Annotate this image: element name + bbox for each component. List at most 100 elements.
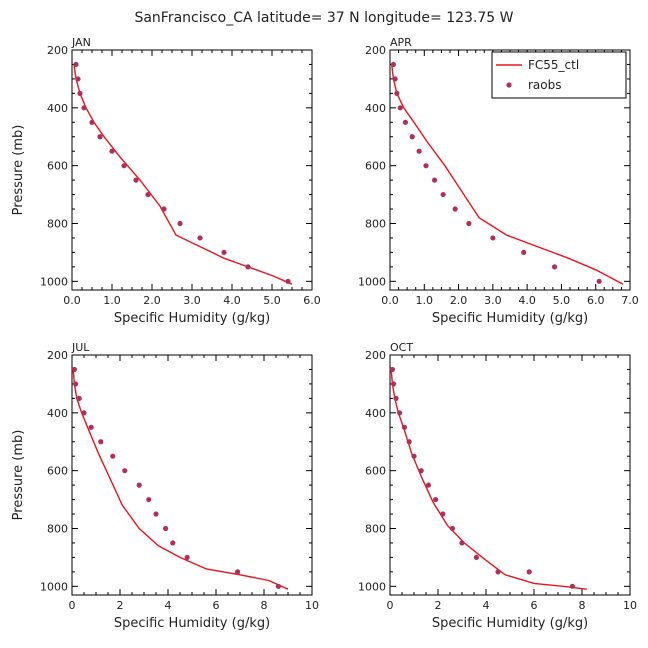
jul-model-line [72, 369, 289, 590]
apr-obs-point [409, 134, 415, 140]
panel-jul: JUL 0 2 4 6 8 10 200 400 600 800 1000 Specific Humid… [11, 341, 319, 631]
apr-obs-point [466, 220, 472, 227]
jan-obs-point [97, 134, 103, 140]
jan-obs-point [177, 220, 183, 227]
oct-obs-point [473, 554, 479, 561]
apr-obs-point [551, 264, 558, 270]
jan-xtick-label: 4.0 [223, 294, 241, 307]
jul-obs-point [136, 482, 142, 488]
oct-xtick-label: 2 [435, 599, 442, 612]
jan-obs-point [81, 105, 87, 111]
jan-xtick-label: 2.0 [143, 294, 161, 307]
apr-obs-point [440, 191, 446, 198]
apr-obs-point [452, 206, 458, 212]
jan-obs-point [109, 148, 115, 154]
oct-obs-point [433, 496, 439, 503]
jan-xtick-label: 3.0 [183, 294, 201, 307]
oct-ytick-label: 800 [365, 522, 386, 535]
oct-ytick-label: 400 [365, 407, 386, 420]
jul-ytick-label: 1000 [40, 580, 68, 593]
jan-ytick-label: 400 [47, 102, 68, 115]
jan-obs-point [121, 163, 127, 169]
oct-xtick-label: 6 [531, 599, 538, 612]
apr-xtick-label: 1.0 [416, 294, 434, 307]
jul-obs-point [98, 439, 104, 445]
oct-xtick-label: 10 [623, 599, 637, 612]
oct-xlabel: Specific Humidity (g/kg) [432, 616, 588, 631]
apr-ytick-label: 200 [365, 44, 386, 57]
oct-obs-point [526, 569, 532, 575]
jul-xtick-label: 2 [117, 599, 124, 612]
oct-obs-point [393, 395, 399, 401]
oct-obs-point [401, 424, 407, 430]
jul-obs-point [73, 381, 79, 387]
jan-obs-point [77, 90, 83, 96]
oct-obs-point [411, 453, 417, 459]
apr-obs-point [392, 76, 398, 82]
apr-obs-point [390, 61, 397, 68]
jul-obs-point [275, 583, 281, 589]
jan-obs-point [73, 61, 79, 68]
jan-obs-point [221, 249, 227, 256]
apr-obs-point [402, 119, 409, 125]
jul-xlabel: Specific Humidity (g/kg) [114, 616, 270, 631]
apr-xtick-label: 6.0 [587, 294, 605, 307]
oct-obs-point [418, 468, 424, 474]
jan-obs-point [161, 206, 167, 212]
apr-obs-point [397, 105, 403, 111]
panel-oct: OCT 0 2 4 6 8 10 200 400 600 800 1000 Specific Humid… [358, 341, 637, 631]
jan-panel-label: JAN [71, 36, 91, 49]
apr-obs-point [521, 249, 527, 256]
apr-xtick-label: 2.0 [450, 294, 468, 307]
jul-xtick-label: 4 [165, 599, 172, 612]
jan-xtick-label: 6.0 [303, 294, 321, 307]
legend-obs-swatch [506, 82, 512, 88]
apr-xlabel: Specific Humidity (g/kg) [432, 311, 588, 326]
jul-xtick-label: 8 [261, 599, 268, 612]
jan-xlabel: Specific Humidity (g/kg) [114, 311, 270, 326]
jul-xtick-label: 0 [69, 599, 76, 612]
apr-xtick-label: 5.0 [553, 294, 571, 307]
jan-obs-point [75, 76, 81, 82]
oct-obs-point [397, 410, 403, 416]
oct-xtick-label: 4 [483, 599, 490, 612]
apr-ytick-label: 1000 [358, 275, 386, 288]
jan-obs-point [133, 177, 139, 183]
jul-obs-point [76, 395, 82, 401]
jul-obs-point [146, 496, 152, 503]
jan-ytick-label: 800 [47, 217, 68, 230]
apr-xtick-label: 3.0 [484, 294, 502, 307]
oct-obs-point [440, 511, 446, 517]
jan-ytick-label: 600 [47, 160, 68, 173]
jul-ytick-label: 400 [47, 407, 68, 420]
apr-xtick-label: 0.0 [381, 294, 399, 307]
jul-obs-point [81, 410, 87, 416]
jan-obs-point [245, 264, 251, 270]
jul-ylabel: Pressure (mb) [11, 430, 26, 521]
apr-ytick-label: 400 [365, 102, 386, 115]
jul-obs-point [170, 540, 176, 546]
oct-panel-label: OCT [390, 341, 413, 354]
jul-xtick-label: 10 [305, 599, 319, 612]
oct-ytick-label: 1000 [358, 580, 386, 593]
apr-obs-point [490, 235, 496, 241]
oct-ytick-label: 200 [365, 349, 386, 362]
panel-jan: JAN 0.0 1.0 2.0 3.0 4.0 5.0 6.0 200 400 600 800 1000… [11, 36, 321, 326]
apr-obs-point [596, 278, 602, 284]
jul-obs-point [235, 569, 241, 575]
jan-xtick-label: 0.0 [63, 294, 81, 307]
apr-ytick-label: 600 [365, 160, 386, 173]
oct-model-line [390, 369, 587, 590]
jan-model-line [73, 64, 293, 285]
oct-obs-point [495, 569, 501, 575]
apr-xtick-label: 7.0 [621, 294, 639, 307]
jul-obs-point [71, 366, 77, 373]
jan-obs-point [197, 235, 203, 241]
jan-ytick-label: 200 [47, 44, 68, 57]
oct-xtick-label: 8 [579, 599, 586, 612]
legend-obs-label: raobs [528, 78, 562, 92]
jul-obs-point [88, 424, 94, 430]
jul-ytick-label: 200 [47, 349, 68, 362]
